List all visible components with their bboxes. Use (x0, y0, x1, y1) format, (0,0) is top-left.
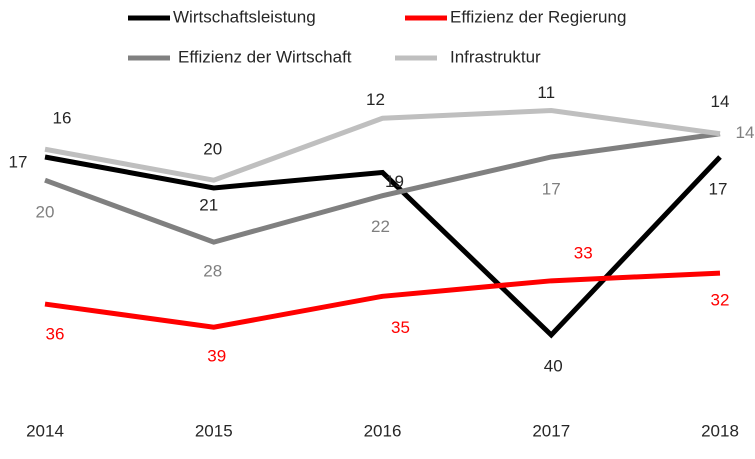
series-line (44, 108, 721, 183)
x-tick-label: 2016 (364, 421, 402, 440)
data-label: 14 (736, 123, 755, 142)
data-label: 17 (709, 179, 728, 198)
data-label: 22 (371, 217, 390, 236)
data-label: 17 (542, 179, 561, 198)
data-label: 20 (36, 203, 55, 222)
data-label: 16 (53, 109, 72, 128)
data-label: 17 (9, 152, 28, 171)
series-line (44, 154, 722, 339)
data-label: 36 (46, 325, 65, 344)
legend-label: Effizienz der Wirtschaft (178, 47, 352, 66)
data-label: 40 (544, 356, 563, 375)
data-label: 21 (199, 195, 218, 214)
series-line (44, 270, 721, 330)
data-label: 20 (203, 140, 222, 159)
x-tick-label: 2015 (195, 421, 233, 440)
legend-label: Effizienz der Regierung (450, 7, 626, 26)
data-label: 35 (391, 318, 410, 337)
legend-label: Wirtschaftsleistung (173, 7, 316, 26)
data-label: 32 (711, 291, 730, 310)
data-label: 28 (203, 262, 222, 281)
x-tick-label: 2017 (532, 421, 570, 440)
data-label: 12 (366, 90, 385, 109)
x-tick-label: 2018 (701, 421, 739, 440)
series-line (44, 131, 721, 245)
data-label: 19 (385, 172, 404, 191)
legend-label: Infrastruktur (450, 47, 541, 66)
data-label: 14 (711, 92, 730, 111)
data-label: 33 (574, 243, 593, 262)
x-tick-label: 2014 (26, 421, 64, 440)
data-label: 11 (537, 83, 555, 102)
data-label: 39 (207, 347, 226, 366)
